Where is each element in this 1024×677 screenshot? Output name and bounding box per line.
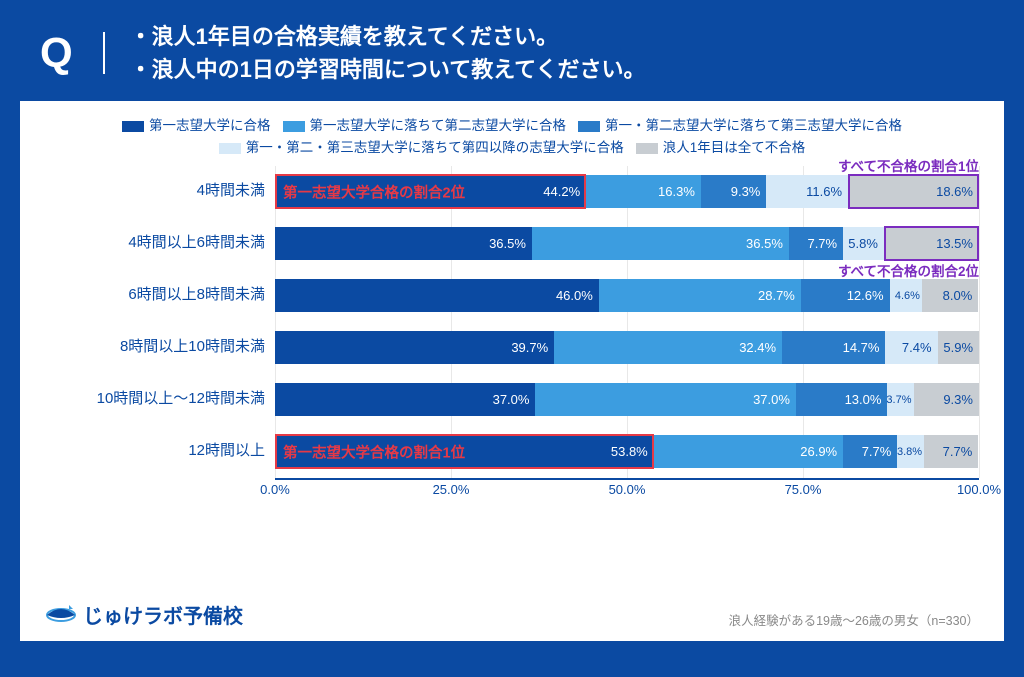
question-1: ・浪人1年目の合格実績を教えてください。 <box>130 20 646 53</box>
x-axis: 0.0%25.0%50.0%75.0%100.0% <box>275 478 979 502</box>
legend-label: 第一・第二・第三志望大学に落ちて第四以降の志望大学に合格 <box>246 138 624 158</box>
bar-track: 36.5%36.5%7.7%5.8%13.5%すべて不合格の割合2位 <box>275 227 979 260</box>
legend-swatch <box>283 121 305 132</box>
bar-track: 53.8%26.9%7.7%3.8%7.7%第一志望大学合格の割合1位 <box>275 435 979 468</box>
axis-tick: 0.0% <box>260 482 290 497</box>
bar-track: 44.2%16.3%9.3%11.6%18.6%第一志望大学合格の割合2位すべて… <box>275 175 979 208</box>
bar-segment: 7.7% <box>843 435 897 468</box>
legend-swatch <box>636 143 658 154</box>
axis-tick: 100.0% <box>957 482 1001 497</box>
axis-tick: 50.0% <box>609 482 646 497</box>
bar-segment: 9.3% <box>914 383 979 416</box>
bar-segment: 26.9% <box>654 435 843 468</box>
legend-item: 第一・第二志望大学に落ちて第三志望大学に合格 <box>578 116 902 136</box>
legend-label: 浪人1年目は全て不合格 <box>663 138 806 158</box>
row-label: 12時間以上 <box>45 442 275 461</box>
bar-segment: 7.4% <box>885 331 937 364</box>
row-label: 8時間以上10時間未満 <box>45 338 275 357</box>
bar-track: 39.7%32.4%14.7%7.4%5.9% <box>275 331 979 364</box>
bar-segment: 4.6% <box>890 279 922 312</box>
sample-note: 浪人経験がある19歳～26歳の男女（n=330） <box>729 610 979 629</box>
row-label: 10時間以上～12時間未満 <box>45 390 275 409</box>
legend-swatch <box>122 121 144 132</box>
bar-segment: 9.3% <box>701 175 766 208</box>
bar-segment: 37.0% <box>275 383 535 416</box>
bar-segment: 13.0% <box>796 383 888 416</box>
bar-row: 8時間以上10時間未満39.7%32.4%14.7%7.4%5.9% <box>45 322 979 374</box>
question-2: ・浪人中の1日の学習時間について教えてください。 <box>130 53 646 86</box>
legend: 第一志望大学に合格 第一志望大学に落ちて第二志望大学に合格 第一・第二志望大学に落ち… <box>45 116 979 160</box>
purple-callout-label: すべて不合格の割合1位 <box>838 155 979 175</box>
axis-tick: 25.0% <box>433 482 470 497</box>
bar-segment: 11.6% <box>766 175 848 208</box>
bar-segment: 28.7% <box>599 279 801 312</box>
bar-segment: 16.3% <box>586 175 701 208</box>
legend-item: 浪人1年目は全て不合格 <box>636 138 806 158</box>
bar-segment: 12.6% <box>801 279 890 312</box>
bar-row: 4時間未満44.2%16.3%9.3%11.6%18.6%第一志望大学合格の割合… <box>45 166 979 218</box>
legend-swatch <box>578 121 600 132</box>
row-label: 4時間以上6時間未満 <box>45 234 275 253</box>
header: Q ・浪人1年目の合格実績を教えてください。 ・浪人中の1日の学習時間について教… <box>0 0 1024 101</box>
bar-segment: 7.7% <box>789 227 843 260</box>
logo-icon <box>45 601 77 629</box>
logo: じゅけラボ予備校 <box>45 600 243 629</box>
bar-row: 12時間以上53.8%26.9%7.7%3.8%7.7%第一志望大学合格の割合1… <box>45 426 979 478</box>
bar-row: 10時間以上～12時間未満37.0%37.0%13.0%3.7%9.3% <box>45 374 979 426</box>
row-label: 4時間未満 <box>45 182 275 201</box>
bars-region: 4時間未満44.2%16.3%9.3%11.6%18.6%第一志望大学合格の割合… <box>45 166 979 478</box>
question-block: ・浪人1年目の合格実績を教えてください。 ・浪人中の1日の学習時間について教えて… <box>130 20 646 86</box>
bar-segment: 3.8% <box>897 435 924 468</box>
q-mark: Q <box>40 32 105 74</box>
bar-segment: 32.4% <box>554 331 782 364</box>
bar-segment: 8.0% <box>922 279 978 312</box>
legend-swatch <box>219 143 241 154</box>
bar-segment: 53.8% <box>275 435 654 468</box>
bar-segment: 36.5% <box>275 227 532 260</box>
bar-track: 46.0%28.7%12.6%4.6%8.0% <box>275 279 979 312</box>
bar-segment: 18.6% <box>848 175 979 208</box>
legend-label: 第一志望大学に合格 <box>149 116 271 136</box>
chart-area: 第一志望大学に合格 第一志望大学に落ちて第二志望大学に合格 第一・第二志望大学に落ち… <box>20 101 1004 641</box>
bar-segment: 3.7% <box>887 383 913 416</box>
logo-text: じゅけラボ予備校 <box>83 600 243 629</box>
bar-segment: 46.0% <box>275 279 599 312</box>
bar-segment: 13.5% <box>884 227 979 260</box>
bar-segment: 7.7% <box>924 435 978 468</box>
row-label: 6時間以上8時間未満 <box>45 286 275 305</box>
bar-segment: 44.2% <box>275 175 586 208</box>
bar-row: 6時間以上8時間未満46.0%28.7%12.6%4.6%8.0% <box>45 270 979 322</box>
bar-segment: 39.7% <box>275 331 554 364</box>
legend-item: 第一志望大学に合格 <box>122 116 271 136</box>
bar-track: 37.0%37.0%13.0%3.7%9.3% <box>275 383 979 416</box>
bar-row: 4時間以上6時間未満36.5%36.5%7.7%5.8%13.5%すべて不合格の… <box>45 218 979 270</box>
legend-item: 第一志望大学に落ちて第二志望大学に合格 <box>283 116 567 136</box>
bar-segment: 14.7% <box>782 331 885 364</box>
bar-segment: 37.0% <box>535 383 795 416</box>
bar-segment: 36.5% <box>532 227 789 260</box>
axis-tick: 75.0% <box>785 482 822 497</box>
bar-segment: 5.9% <box>938 331 980 364</box>
chart-footer: じゅけラボ予備校 浪人経験がある19歳～26歳の男女（n=330） <box>45 600 979 629</box>
legend-label: 第一志望大学に落ちて第二志望大学に合格 <box>310 116 567 136</box>
bar-segment: 5.8% <box>843 227 884 260</box>
legend-label: 第一・第二志望大学に落ちて第三志望大学に合格 <box>605 116 902 136</box>
legend-item: 第一・第二・第三志望大学に落ちて第四以降の志望大学に合格 <box>219 138 624 158</box>
